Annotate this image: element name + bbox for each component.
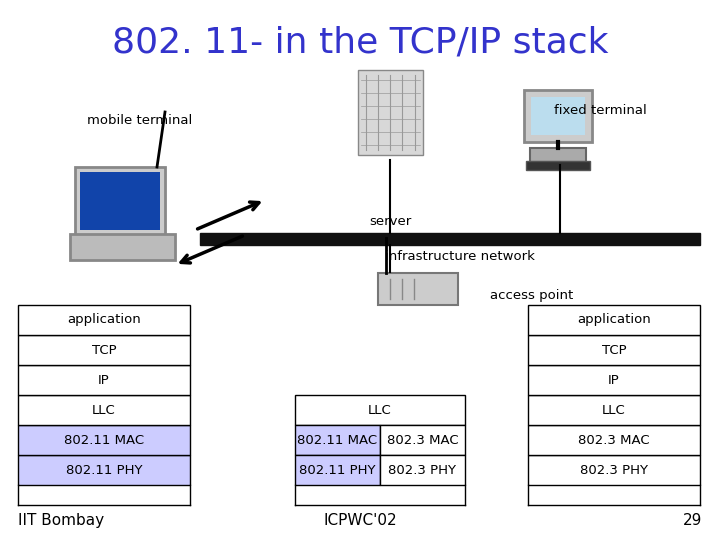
Bar (18, 395, 190, 425)
Bar (531, 97, 585, 135)
Text: 802.3 PHY: 802.3 PHY (580, 463, 648, 476)
Bar (528, 305, 700, 335)
Bar (528, 455, 700, 485)
Bar (200, 233, 700, 245)
Text: 802. 11- in the TCP/IP stack: 802. 11- in the TCP/IP stack (112, 25, 608, 59)
Bar (18, 305, 190, 335)
Text: LLC: LLC (602, 403, 626, 416)
Text: 802.3 PHY: 802.3 PHY (389, 463, 456, 476)
Bar (18, 425, 190, 455)
Bar (380, 425, 465, 455)
Text: 802.11 PHY: 802.11 PHY (66, 463, 143, 476)
Text: ICPWC'02: ICPWC'02 (323, 513, 397, 528)
Bar (295, 395, 465, 425)
Bar (18, 365, 190, 395)
Text: LLC: LLC (92, 403, 116, 416)
Text: TCP: TCP (91, 343, 117, 356)
Bar (524, 90, 592, 142)
Text: fixed terminal: fixed terminal (554, 104, 647, 117)
Text: 802.3 MAC: 802.3 MAC (387, 434, 459, 447)
Text: 802.11 MAC: 802.11 MAC (64, 434, 144, 447)
Text: server: server (369, 215, 411, 228)
FancyBboxPatch shape (358, 70, 423, 155)
Bar (295, 425, 380, 455)
Bar (75, 167, 165, 235)
Text: application: application (577, 314, 651, 327)
Text: infrastructure network: infrastructure network (385, 250, 535, 263)
Bar (528, 395, 700, 425)
Text: application: application (67, 314, 141, 327)
Bar (528, 335, 700, 365)
Bar (18, 335, 190, 365)
Bar (295, 455, 380, 485)
Text: 802.11 MAC: 802.11 MAC (297, 434, 377, 447)
Text: LLC: LLC (368, 403, 392, 416)
Text: IP: IP (608, 374, 620, 387)
Bar (70, 234, 175, 260)
Text: 802.11 PHY: 802.11 PHY (300, 463, 376, 476)
Bar (528, 365, 700, 395)
Text: IP: IP (98, 374, 110, 387)
Bar (528, 425, 700, 455)
Text: 29: 29 (683, 513, 702, 528)
Text: 802.3 MAC: 802.3 MAC (578, 434, 650, 447)
Text: TCP: TCP (602, 343, 626, 356)
Text: access point: access point (490, 288, 573, 301)
Bar (530, 148, 586, 162)
Bar (380, 455, 465, 485)
Bar (18, 455, 190, 485)
Bar (80, 172, 160, 230)
Text: mobile terminal: mobile terminal (87, 113, 193, 126)
Bar (378, 273, 458, 305)
Bar (526, 161, 590, 170)
Text: IIT Bombay: IIT Bombay (18, 513, 104, 528)
